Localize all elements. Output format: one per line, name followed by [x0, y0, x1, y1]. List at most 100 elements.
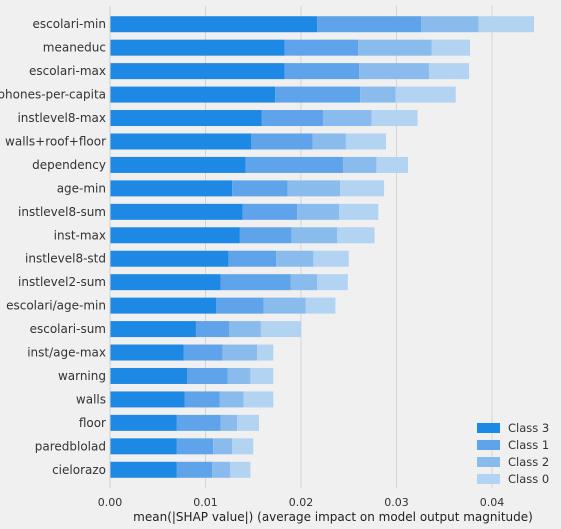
bar-segment: [230, 461, 251, 478]
feature-label: escolari-min: [33, 17, 107, 31]
bar-segment: [110, 438, 177, 455]
bar-segment: [478, 16, 535, 33]
bar-segment: [110, 133, 252, 150]
feature-label: instlevel8-sum: [18, 205, 106, 219]
bar-segment: [176, 414, 221, 431]
feature-label: instlevel8-max: [17, 111, 106, 125]
bar-segment: [313, 250, 349, 267]
bar-segment: [110, 414, 177, 431]
bar-segment: [220, 274, 291, 291]
x-tick-label: 0.03: [384, 496, 409, 509]
bar-segment: [232, 438, 254, 455]
bar-segment: [110, 461, 177, 478]
bar-segment: [250, 367, 274, 384]
bar-segment: [359, 63, 429, 80]
bar-segment: [110, 274, 221, 291]
bar-segment: [110, 180, 233, 197]
feature-label: floor: [79, 416, 106, 430]
x-tick-label: 0.02: [289, 496, 314, 509]
bar-segment: [237, 414, 259, 431]
bar-segment: [395, 86, 456, 103]
legend-label: Class 0: [508, 472, 549, 486]
bar-segment: [322, 110, 372, 127]
bar-segment: [110, 297, 217, 314]
bar-segment: [339, 203, 379, 220]
bar-segment: [343, 156, 377, 173]
feature-label: inst/age-max: [27, 346, 106, 360]
bar-segment: [110, 63, 285, 80]
bar-segment: [275, 86, 361, 103]
bar-segment: [276, 250, 314, 267]
plot-background: [110, 6, 558, 488]
feature-labels: escolari-min meaneduc escolari-max phones-p…: [0, 17, 106, 477]
feature-label: dependency: [32, 158, 106, 172]
bar-segment: [358, 39, 432, 56]
feature-label: age-min: [57, 181, 106, 195]
bar-segment: [251, 133, 313, 150]
bar-segment: [287, 180, 341, 197]
x-tick-label: 0.04: [480, 496, 505, 509]
bar-segment: [317, 274, 348, 291]
bar-segment: [187, 367, 228, 384]
bar-segment: [229, 321, 261, 338]
bar-segment: [176, 438, 214, 455]
bar-segment: [110, 321, 196, 338]
bar-segment: [110, 367, 188, 384]
bar-segment: [110, 156, 246, 173]
bar-segment: [371, 110, 418, 127]
feature-label: inst-max: [54, 228, 106, 242]
bar-segment: [228, 250, 277, 267]
bar-segment: [110, 203, 243, 220]
bar-segment: [305, 297, 336, 314]
bar-segment: [312, 133, 346, 150]
bar-segment: [195, 321, 230, 338]
bar-segment: [110, 227, 240, 244]
legend-swatch: [477, 457, 500, 467]
x-axis-label: mean(|SHAP value|) (average impact on mo…: [133, 510, 533, 524]
bar-segment: [220, 414, 238, 431]
bar-segment: [257, 344, 274, 361]
legend-swatch: [477, 474, 500, 484]
feature-label: cielorazo: [52, 463, 106, 477]
bar-segment: [110, 16, 318, 33]
legend: Class 3 Class 1 Class 2 Class 0: [477, 421, 549, 486]
bar-segment: [290, 274, 318, 291]
bar-segment: [243, 391, 274, 408]
legend-label: Class 3: [508, 421, 549, 435]
legend-label: Class 1: [508, 438, 549, 452]
feature-label: phones-per-capita: [0, 88, 106, 102]
bar-segment: [227, 367, 251, 384]
bar-segment: [297, 203, 340, 220]
legend-swatch: [477, 423, 500, 433]
feature-label: escolari-max: [29, 64, 106, 78]
legend-label: Class 2: [508, 455, 549, 469]
x-tick-labels: 0.00 0.01 0.02 0.03 0.04: [98, 496, 505, 509]
bar-segment: [110, 110, 262, 127]
bar-segment: [110, 250, 229, 267]
x-tick-label: 0.00: [98, 496, 123, 509]
bar-segment: [340, 180, 385, 197]
bar-segment: [284, 63, 360, 80]
feature-label: escolari/age-min: [6, 299, 106, 313]
feature-label: paredblolad: [35, 439, 106, 453]
bar-segment: [213, 438, 233, 455]
feature-label: walls+roof+floor: [5, 134, 106, 148]
x-tick-label: 0.01: [193, 496, 218, 509]
bar-segment: [216, 297, 264, 314]
bar-segment: [110, 39, 285, 56]
bar-segment: [345, 133, 386, 150]
bar-segment: [222, 344, 258, 361]
bar-segment: [110, 86, 276, 103]
bar-segment: [376, 156, 408, 173]
feature-label: escolari-sum: [30, 322, 106, 336]
bar-segment: [176, 461, 213, 478]
bar-segment: [360, 86, 396, 103]
bar-segment: [245, 156, 344, 173]
feature-label: walls: [76, 392, 106, 406]
bar-segment: [183, 344, 223, 361]
bar-segment: [110, 344, 184, 361]
feature-label: warning: [58, 369, 106, 383]
feature-label: instlevel2-sum: [18, 275, 106, 289]
bar-segment: [239, 227, 292, 244]
